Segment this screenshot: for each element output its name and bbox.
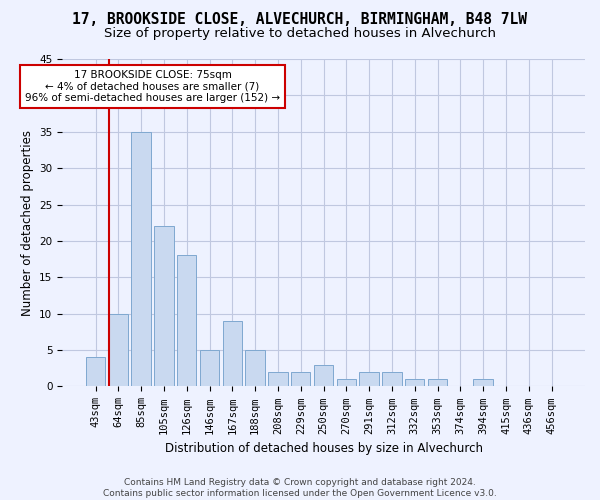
Bar: [177, 256, 196, 386]
Bar: [337, 379, 356, 386]
Bar: [291, 372, 310, 386]
Y-axis label: Number of detached properties: Number of detached properties: [20, 130, 34, 316]
Bar: [86, 358, 105, 386]
Text: 17 BROOKSIDE CLOSE: 75sqm
← 4% of detached houses are smaller (7)
96% of semi-de: 17 BROOKSIDE CLOSE: 75sqm ← 4% of detach…: [25, 70, 280, 103]
Bar: [223, 321, 242, 386]
X-axis label: Distribution of detached houses by size in Alvechurch: Distribution of detached houses by size …: [164, 442, 482, 455]
Bar: [131, 132, 151, 386]
Text: 17, BROOKSIDE CLOSE, ALVECHURCH, BIRMINGHAM, B48 7LW: 17, BROOKSIDE CLOSE, ALVECHURCH, BIRMING…: [73, 12, 527, 28]
Bar: [109, 314, 128, 386]
Bar: [245, 350, 265, 387]
Bar: [314, 364, 333, 386]
Bar: [359, 372, 379, 386]
Bar: [200, 350, 219, 387]
Bar: [405, 379, 424, 386]
Bar: [382, 372, 401, 386]
Text: Contains HM Land Registry data © Crown copyright and database right 2024.
Contai: Contains HM Land Registry data © Crown c…: [103, 478, 497, 498]
Bar: [473, 379, 493, 386]
Text: Size of property relative to detached houses in Alvechurch: Size of property relative to detached ho…: [104, 28, 496, 40]
Bar: [268, 372, 287, 386]
Bar: [428, 379, 447, 386]
Bar: [154, 226, 173, 386]
